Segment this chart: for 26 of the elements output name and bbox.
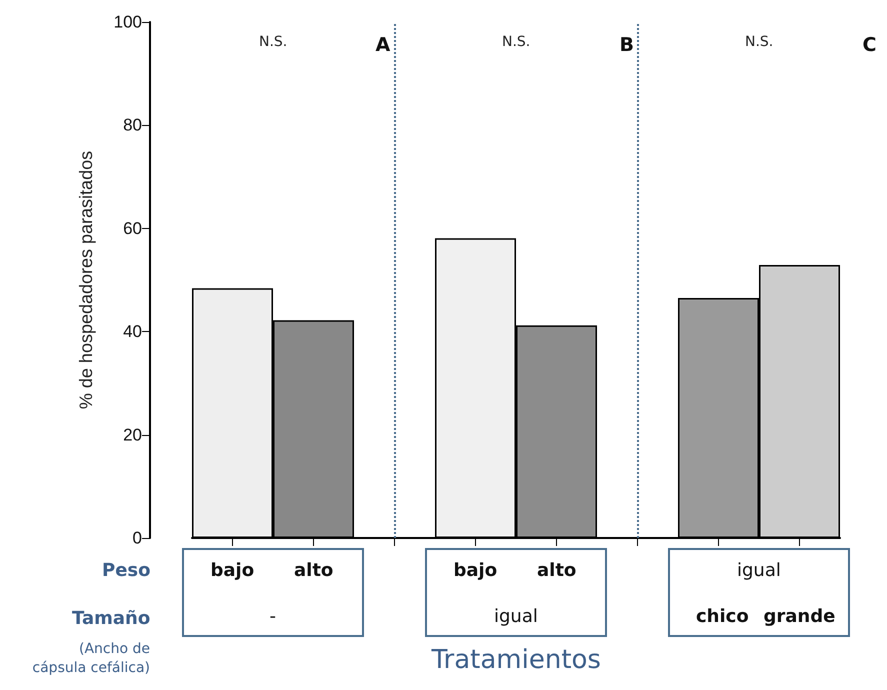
text: igual [737, 560, 781, 581]
y-tick-label: 80 [123, 116, 142, 135]
x-axis-title: Tratamientos [432, 645, 601, 675]
text: grande [764, 606, 836, 627]
text: - [270, 606, 276, 627]
annotation: N.S. [259, 34, 288, 50]
text: bajo [454, 560, 498, 581]
y-tick-label: 40 [123, 322, 142, 342]
y-tick-label: 20 [123, 425, 142, 444]
y-axis-title: % de hospedadores parasitados [76, 150, 96, 410]
text: Peso [102, 560, 150, 581]
text: alto [294, 560, 334, 581]
y-tick-label: 100 [114, 12, 142, 32]
annotation: N.S. [745, 34, 774, 50]
text: igual [494, 606, 538, 627]
text: C [862, 34, 876, 56]
annotation: A [375, 34, 390, 56]
text: bajo [210, 560, 254, 581]
annotation: N.S. [502, 34, 530, 50]
text: Tamaño [72, 608, 150, 629]
text: chico [696, 606, 749, 627]
y-tick-label: 0 [132, 528, 142, 548]
annotation: B [619, 34, 634, 56]
text: alto [537, 560, 576, 581]
text: (Ancho de cápsula cefálica) [31, 640, 150, 678]
y-tick-label: 60 [123, 218, 142, 238]
